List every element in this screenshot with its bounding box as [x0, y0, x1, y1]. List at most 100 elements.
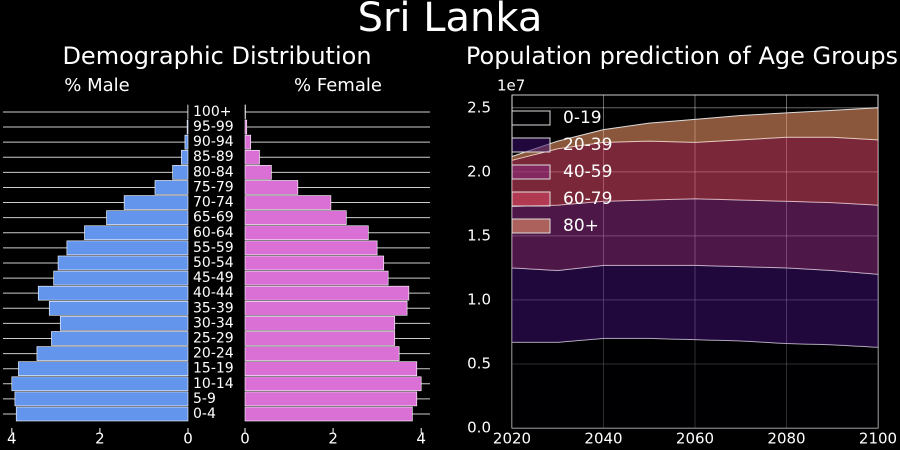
- bar: [244, 331, 396, 346]
- y-tick-label: 0.0: [467, 419, 491, 437]
- x-tick-label: 0: [183, 430, 193, 448]
- bar: [184, 134, 189, 150]
- x-tick-label: 2100: [859, 430, 897, 448]
- bar: [244, 134, 252, 150]
- category-label: 35-39: [193, 300, 234, 316]
- bar: [18, 361, 189, 376]
- area: [512, 198, 878, 275]
- bar: [172, 165, 189, 180]
- category-label: 65-69: [193, 210, 234, 226]
- area: [512, 265, 878, 348]
- x-tick-label: 2020: [493, 430, 531, 448]
- legend-swatch: [511, 191, 551, 207]
- bar: [244, 195, 332, 210]
- legend-swatch: [511, 164, 551, 180]
- bar: [244, 180, 299, 195]
- bar: [53, 270, 189, 286]
- y-tick-label: 0.5: [467, 354, 491, 372]
- area-edge: [511, 107, 879, 157]
- chart-title: Demographic Distribution: [62, 42, 371, 70]
- bar: [244, 391, 418, 407]
- x-tick-label: 4: [7, 430, 17, 448]
- area: [512, 107, 878, 161]
- category-label: 55-59: [193, 240, 234, 256]
- legend-label: 80+: [563, 216, 599, 236]
- category-label: 15-19: [193, 361, 234, 377]
- legend-swatch: [511, 110, 551, 126]
- bar: [59, 316, 189, 331]
- x-tick-label: 2040: [584, 430, 622, 448]
- bar: [84, 225, 189, 241]
- bar: [244, 270, 389, 286]
- bar: [244, 406, 413, 422]
- category-label: 90-94: [193, 134, 234, 150]
- category-label: 95-99: [193, 119, 234, 135]
- area: [512, 137, 878, 207]
- bar: [244, 225, 369, 241]
- bar: [36, 346, 189, 361]
- category-label: 45-49: [193, 270, 234, 286]
- legend-swatch: [511, 218, 551, 234]
- bar: [66, 240, 189, 256]
- bar: [154, 180, 189, 195]
- category-label: 80-84: [193, 164, 234, 180]
- bar: [244, 240, 378, 256]
- area: [512, 338, 878, 428]
- bar: [244, 255, 385, 271]
- panel-title: % Male: [64, 75, 129, 96]
- category-label: 70-74: [193, 195, 234, 211]
- category-label: 85-89: [193, 149, 234, 165]
- x-tick-label: 2: [95, 430, 105, 448]
- y-tick-label: 1.5: [467, 226, 491, 244]
- axis-offset-label: 1e7: [497, 77, 525, 95]
- bar: [123, 195, 189, 210]
- page-title: Sri Lanka: [358, 0, 543, 41]
- x-tick-label: 2080: [767, 430, 805, 448]
- legend-label: 60-79: [563, 189, 612, 209]
- category-label: 100+: [193, 104, 231, 120]
- legend-label: 20-39: [563, 135, 612, 155]
- chart-title: Population prediction of Age Groups: [466, 42, 898, 70]
- bar: [11, 376, 189, 392]
- bar: [51, 331, 189, 346]
- bar: [244, 346, 400, 361]
- bar: [14, 391, 189, 407]
- bar: [186, 119, 189, 135]
- x-tick-label: 4: [416, 430, 426, 448]
- x-tick-label: 2060: [676, 430, 714, 448]
- legend-label: 0-19: [563, 108, 602, 128]
- category-label: 0-4: [193, 406, 216, 422]
- legend-label: 40-59: [563, 162, 612, 182]
- bar: [244, 376, 422, 392]
- category-label: 75-79: [193, 179, 234, 195]
- bar: [244, 210, 347, 225]
- bar: [244, 119, 248, 135]
- category-label: 5-9: [193, 391, 216, 407]
- bar: [244, 165, 272, 180]
- y-tick-label: 2.5: [467, 98, 491, 116]
- bar: [37, 285, 189, 301]
- category-label: 10-14: [193, 376, 234, 392]
- category-label: 60-64: [193, 225, 234, 241]
- category-label: 50-54: [193, 255, 234, 271]
- bar: [181, 149, 189, 165]
- category-label: 25-29: [193, 330, 234, 346]
- bar: [244, 316, 396, 331]
- bar: [15, 406, 189, 422]
- bar: [48, 300, 189, 316]
- bar: [244, 361, 418, 376]
- panel-title: % Female: [294, 75, 382, 96]
- y-tick-label: 2.0: [467, 162, 491, 180]
- y-tick-label: 1.0: [467, 290, 491, 308]
- category-label: 20-24: [193, 346, 234, 362]
- x-tick-label: 2: [328, 430, 338, 448]
- bar: [57, 255, 189, 271]
- bar: [244, 300, 408, 316]
- bar: [244, 285, 410, 301]
- bar: [244, 149, 260, 165]
- x-tick-label: 0: [240, 430, 250, 448]
- category-label: 30-34: [193, 315, 234, 331]
- category-label: 40-44: [193, 285, 234, 301]
- legend-swatch: [511, 137, 551, 153]
